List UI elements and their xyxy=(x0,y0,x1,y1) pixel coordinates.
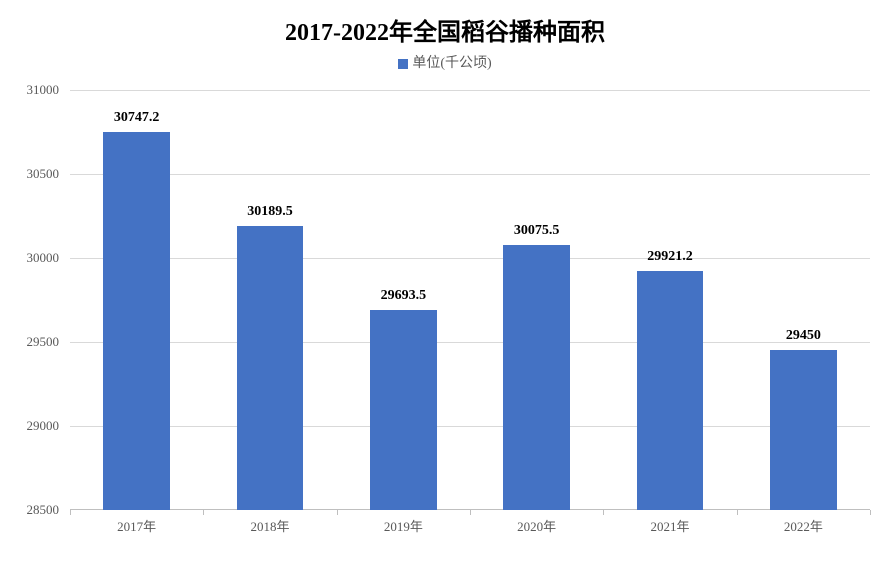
data-label: 30189.5 xyxy=(247,204,293,220)
bar xyxy=(103,132,170,510)
gridline xyxy=(70,342,870,343)
y-tick-label: 28500 xyxy=(27,502,60,518)
x-tick-label: 2021年 xyxy=(650,516,689,535)
x-tick-label: 2019年 xyxy=(384,516,423,535)
data-label: 30747.2 xyxy=(114,110,160,126)
x-tick xyxy=(603,510,604,515)
x-axis: 2017年 2018年 2019年 2020年 2021年 2022年 xyxy=(70,516,870,536)
bar xyxy=(770,350,837,510)
y-tick-label: 30000 xyxy=(27,250,60,266)
data-label: 29921.2 xyxy=(647,249,693,265)
y-tick-label: 31000 xyxy=(27,82,60,98)
data-label: 29693.5 xyxy=(381,288,427,304)
gridline xyxy=(70,90,870,91)
legend-label: 单位(千公顷) xyxy=(412,56,491,71)
x-tick xyxy=(870,510,871,515)
legend: 单位(千公顷) xyxy=(0,52,890,72)
x-tick xyxy=(737,510,738,515)
x-tick xyxy=(203,510,204,515)
x-tick xyxy=(470,510,471,515)
y-tick-label: 29000 xyxy=(27,418,60,434)
x-tick xyxy=(337,510,338,515)
x-tick-label: 2018年 xyxy=(250,516,289,535)
chart-title: 2017-2022年全国稻谷播种面积 xyxy=(0,12,890,47)
data-label: 30075.5 xyxy=(514,223,560,239)
bar xyxy=(237,226,304,510)
x-tick-label: 2017年 xyxy=(117,516,156,535)
data-label: 29450 xyxy=(786,328,821,344)
bar xyxy=(503,245,570,510)
gridline xyxy=(70,174,870,175)
x-tick-label: 2022年 xyxy=(784,516,823,535)
x-tick-label: 2020年 xyxy=(517,516,556,535)
y-tick-label: 29500 xyxy=(27,334,60,350)
legend-swatch xyxy=(398,59,408,69)
y-axis: 285002900029500300003050031000 xyxy=(0,90,65,510)
y-tick-label: 30500 xyxy=(27,166,60,182)
gridline xyxy=(70,426,870,427)
gridline xyxy=(70,258,870,259)
x-tick xyxy=(70,510,71,515)
bar xyxy=(370,310,437,511)
plot-area: 30747.2 30189.5 29693.5 30075.5 29921.2 29450 xyxy=(70,90,870,510)
bar xyxy=(637,271,704,510)
chart-container: 2017-2022年全国稻谷播种面积 单位(千公顷) 28500 29000 295… xyxy=(0,0,890,561)
